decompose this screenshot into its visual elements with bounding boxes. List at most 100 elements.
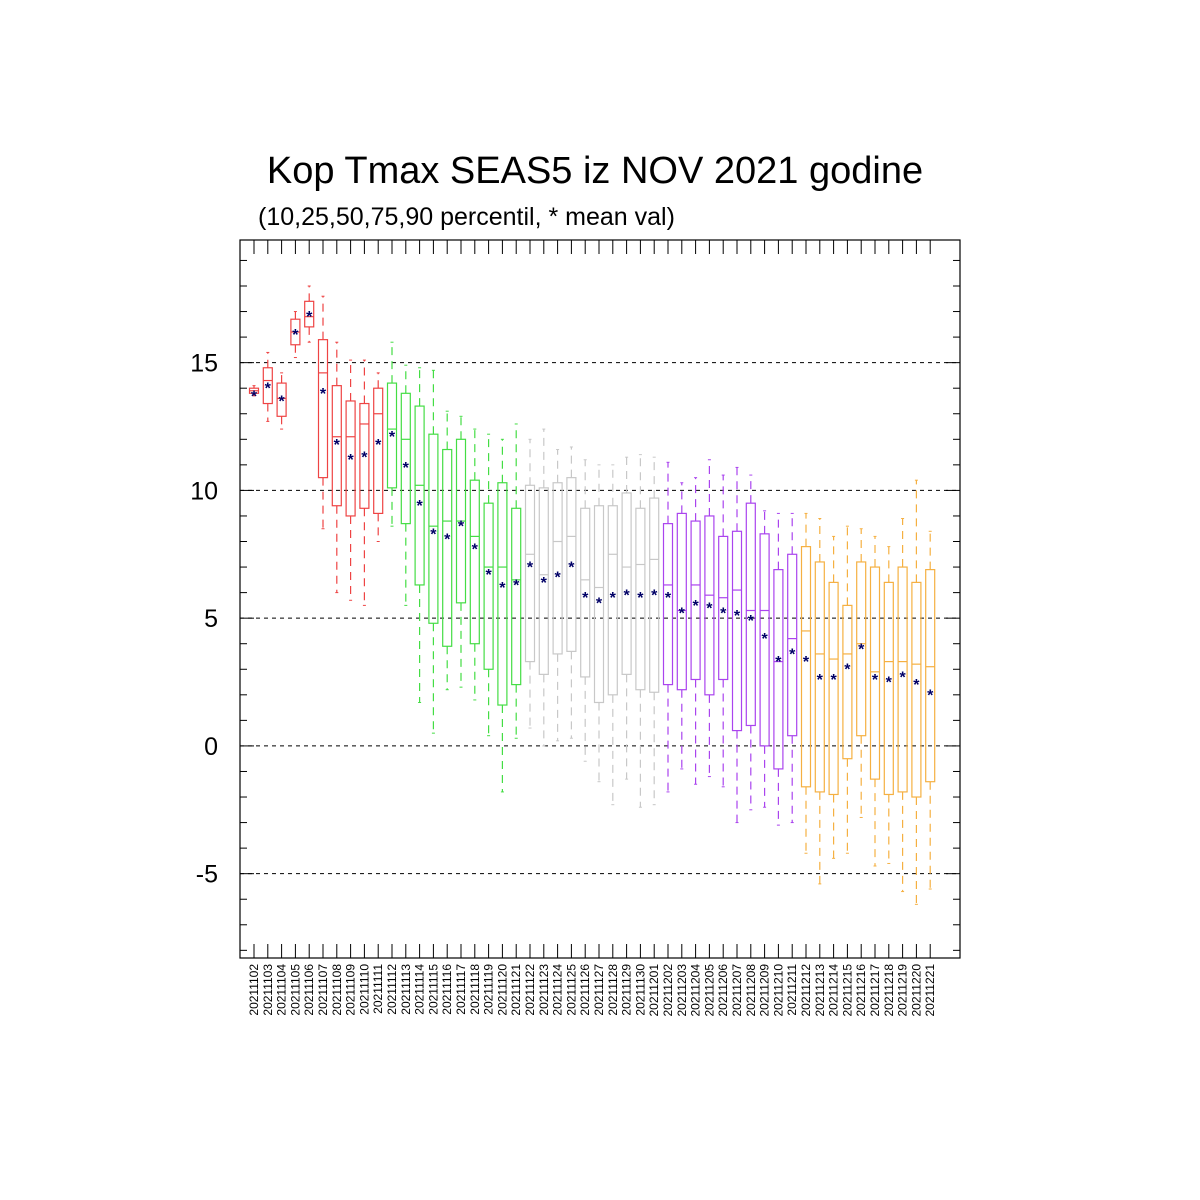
mean-marker: *: [775, 654, 782, 671]
plot-frame: [239, 239, 961, 959]
mean-marker: *: [748, 613, 755, 630]
mean-marker: *: [472, 542, 479, 559]
x-tick-label: 20211208: [744, 964, 758, 1017]
mean-marker: *: [913, 677, 920, 694]
mean-marker: *: [665, 590, 672, 607]
mean-marker: *: [830, 672, 837, 689]
mean-marker: *: [375, 437, 382, 454]
mean-marker: *: [389, 429, 396, 446]
iqr-box: [552, 482, 563, 655]
x-tick-label: 20211209: [758, 964, 772, 1017]
x-tick-label: 20211115: [426, 964, 440, 1015]
x-tick-label: 20211213: [813, 964, 827, 1017]
mean-marker: *: [541, 575, 548, 592]
mean-marker: *: [347, 452, 354, 469]
iqr-box: [828, 581, 839, 796]
iqr-box: [331, 385, 342, 507]
iqr-box: [676, 512, 687, 691]
iqr-box: [580, 507, 591, 678]
mean-marker: *: [872, 672, 879, 689]
mean-marker: *: [320, 386, 327, 403]
iqr-box: [483, 502, 494, 670]
mean-marker: *: [582, 590, 589, 607]
iqr-box: [745, 502, 756, 727]
iqr-box: [400, 392, 411, 525]
x-tick-label: 20211217: [868, 964, 882, 1017]
mean-marker: *: [761, 631, 768, 648]
iqr-box: [538, 487, 549, 675]
x-tick-label: 20211130: [633, 964, 647, 1016]
iqr-box: [814, 561, 825, 793]
x-tick-label: 20211216: [854, 964, 868, 1017]
x-tick-labels: 20211102 20211103 20211104 20211105 20211106…: [247, 964, 937, 1017]
iqr-box: [773, 569, 784, 770]
iqr-box: [925, 569, 936, 783]
x-tick-label: 20211104: [275, 964, 289, 1016]
mean-marker: *: [651, 588, 658, 605]
iqr-box: [414, 405, 425, 586]
mean-marker: *: [416, 498, 423, 515]
iqr-box: [842, 604, 853, 760]
iqr-box: [386, 382, 398, 489]
mean-marker: *: [720, 605, 727, 622]
mean-marker: *: [817, 672, 824, 689]
mean-marker: *: [789, 646, 796, 663]
y-tick-labels: -5 0 5 10 15: [190, 350, 218, 889]
mean-marker: *: [251, 388, 258, 405]
iqr-box: [897, 566, 908, 793]
y-tick-label: 0: [204, 733, 218, 761]
x-tick-label: 20211105: [288, 964, 302, 1016]
mean-marker: *: [430, 526, 437, 543]
iqr-box: [262, 367, 273, 405]
x-tick-label: 20211215: [840, 964, 854, 1017]
box-layer: [248, 285, 936, 905]
mean-marker: *: [499, 580, 506, 597]
mean-marker: *: [679, 605, 686, 622]
mean-marker: *: [899, 669, 906, 686]
chart-title: Kop Tmax SEAS5 iz NOV 2021 godine: [266, 150, 924, 192]
x-tick-label: 20211129: [620, 964, 634, 1016]
iqr-box: [869, 566, 881, 780]
mean-marker: *: [444, 531, 451, 548]
x-tick-label: 20211221: [923, 964, 937, 1017]
iqr-box: [759, 533, 770, 747]
x-tick-label: 20211220: [909, 964, 923, 1017]
x-tick-label: 20211212: [799, 964, 813, 1017]
x-tick-label: 20211118: [468, 964, 482, 1015]
mean-marker: *: [858, 641, 865, 658]
x-tick-label: 20211127: [592, 964, 606, 1016]
x-tick-label: 20211119: [482, 964, 496, 1015]
x-tick-label: 20211124: [551, 964, 565, 1016]
y-tick-label: 10: [190, 477, 218, 505]
x-tick-label: 20211102: [247, 964, 261, 1016]
x-tick-label: 20211210: [771, 964, 785, 1017]
x-tick-label: 20211211: [785, 964, 799, 1016]
iqr-box: [621, 492, 632, 675]
mean-marker: *: [927, 687, 934, 704]
mean-marker: *: [554, 570, 561, 587]
mean-marker: *: [706, 600, 713, 617]
x-tick-label: 20211123: [537, 964, 551, 1016]
iqr-box: [649, 497, 660, 693]
x-tick-label: 20211201: [647, 964, 661, 1017]
mean-marker: *: [513, 577, 520, 594]
iqr-box: [690, 520, 701, 681]
iqr-box: [787, 553, 798, 737]
iqr-box: [566, 477, 577, 652]
x-tick-label: 20211103: [261, 964, 275, 1016]
x-tick-label: 20211111: [371, 964, 385, 1014]
mean-marker: *: [623, 588, 630, 605]
mean-marker: *: [265, 381, 272, 398]
x-tick-label: 20211110: [357, 964, 371, 1015]
x-tick-label: 20211106: [302, 964, 316, 1016]
mean-marker: *: [334, 437, 341, 454]
mean-marker: *: [637, 590, 644, 607]
x-tick-label: 20211126: [578, 964, 592, 1016]
x-tick-label: 20211113: [399, 964, 413, 1015]
iqr-box: [883, 581, 894, 796]
mean-marker: *: [278, 393, 285, 410]
iqr-box: [511, 507, 522, 686]
iqr-box: [497, 482, 508, 706]
x-tick-label: 20211114: [413, 964, 427, 1015]
x-tick-label: 20211109: [344, 964, 358, 1016]
